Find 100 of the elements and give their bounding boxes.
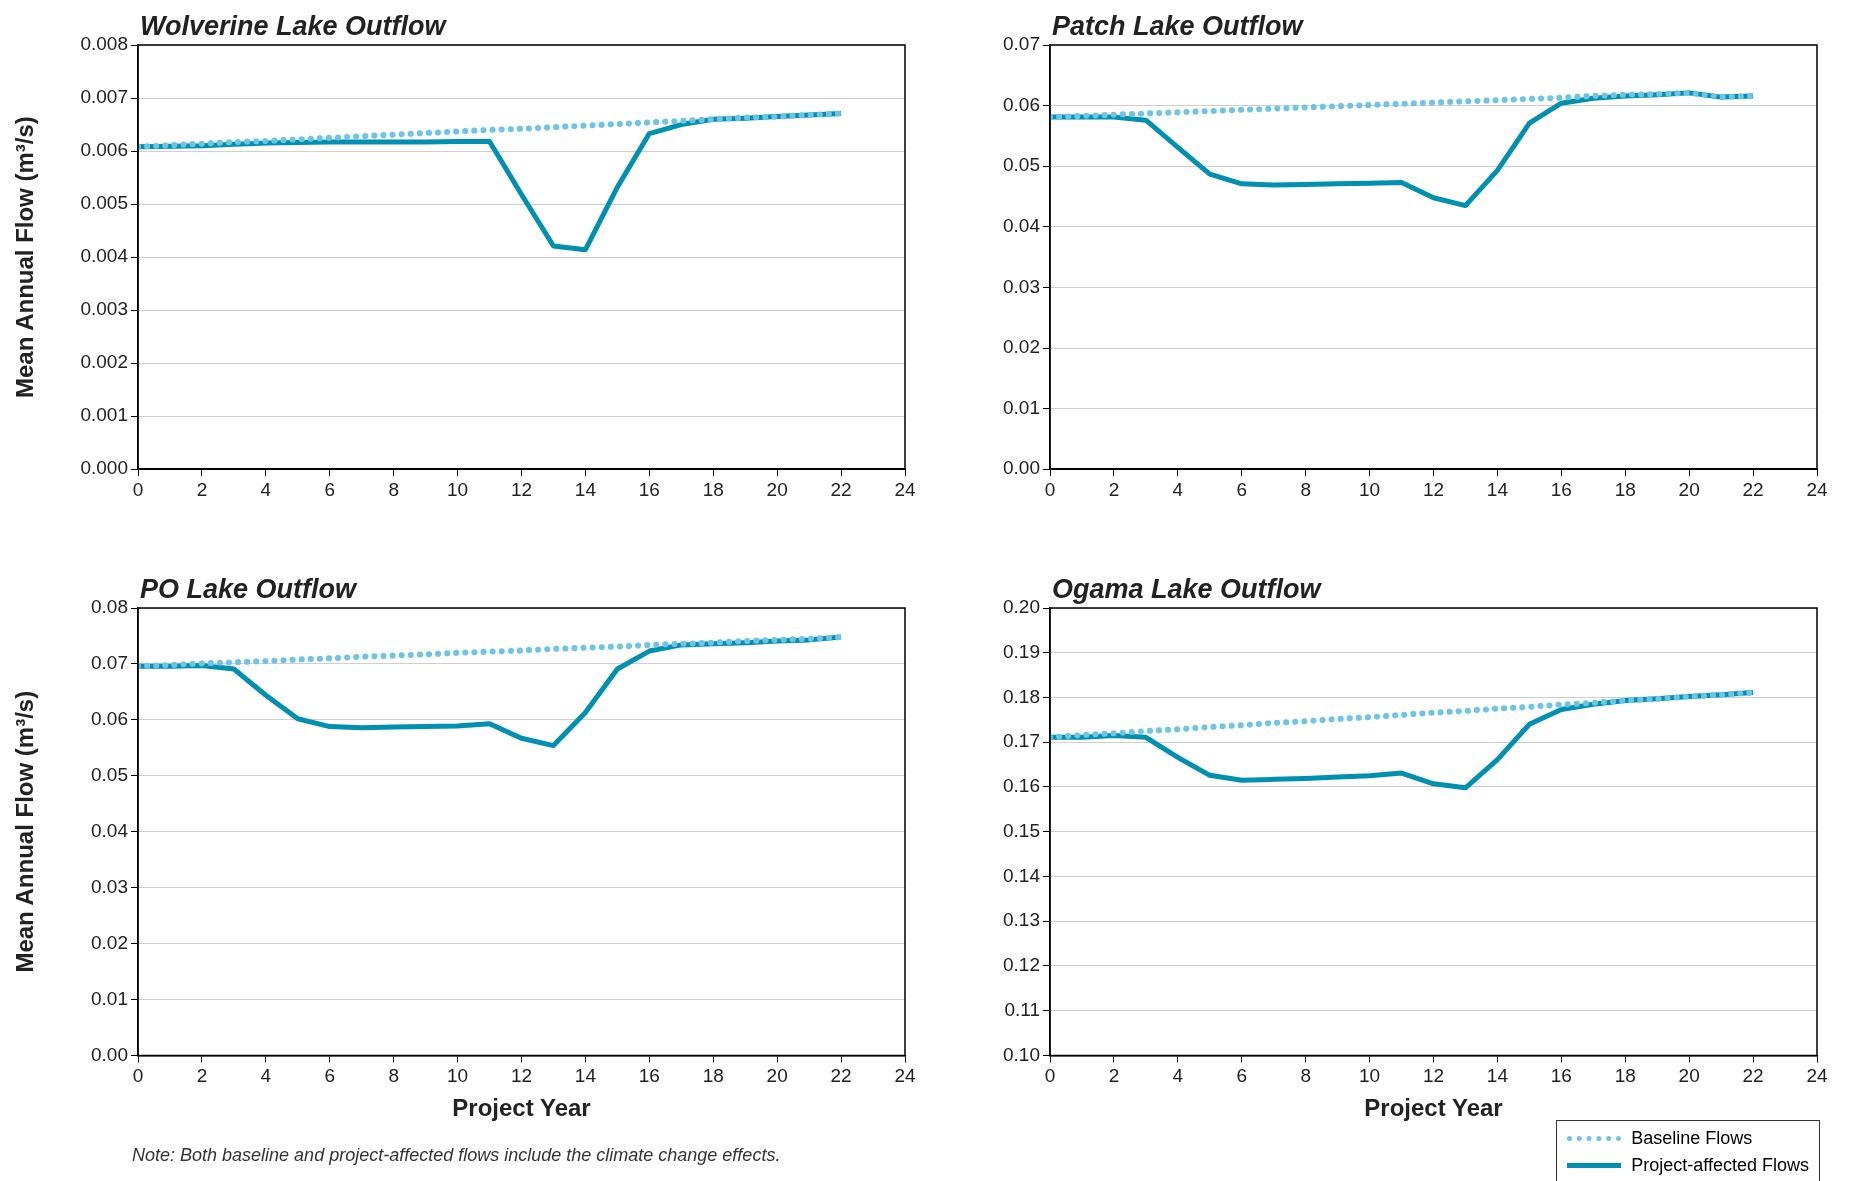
y-tick-label: 0.002 bbox=[80, 351, 128, 373]
y-tick-label: 0.03 bbox=[1003, 275, 1040, 297]
x-tick-label: 22 bbox=[830, 478, 852, 500]
y-tick-label: 0.00 bbox=[1003, 457, 1040, 479]
x-tick-label: 14 bbox=[574, 1065, 597, 1087]
x-tick-label: 2 bbox=[196, 1065, 208, 1087]
y-tick-label: 0.05 bbox=[1003, 154, 1040, 176]
x-tick-label: 22 bbox=[1742, 1065, 1764, 1087]
y-tick-label: 0.08 bbox=[91, 596, 128, 618]
x-tick-label: 4 bbox=[260, 478, 272, 500]
x-tick-label: 22 bbox=[830, 1065, 852, 1087]
y-tick-label: 0.12 bbox=[1003, 954, 1040, 976]
y-tick-label: 0.02 bbox=[1003, 336, 1040, 358]
y-tick-label: 0.11 bbox=[1004, 998, 1040, 1020]
x-tick-label: 6 bbox=[324, 1065, 336, 1087]
x-tick-label: 16 bbox=[1550, 1065, 1572, 1087]
x-tick-label: 14 bbox=[574, 478, 597, 500]
y-tick-label: 0.007 bbox=[80, 86, 128, 108]
y-tick-label: 0.00 bbox=[91, 1043, 128, 1065]
x-tick-label: 8 bbox=[388, 1065, 399, 1087]
x-tick-label: 0 bbox=[132, 1065, 144, 1087]
x-tick-label: 6 bbox=[324, 478, 336, 500]
y-tick-label: 0.005 bbox=[80, 192, 128, 214]
y-tick-label: 0.19 bbox=[1003, 640, 1040, 662]
x-tick-label: 0 bbox=[1044, 1065, 1056, 1087]
y-axis-title: Mean Annual Flow (m³/s) bbox=[11, 116, 39, 398]
x-tick-label: 6 bbox=[1236, 478, 1248, 500]
y-tick-label: 0.001 bbox=[80, 404, 128, 426]
text: Note: Both baseline and project-affected flows include the climate change effects. bbox=[132, 1145, 781, 1166]
x-tick-label: 12 bbox=[1422, 1065, 1445, 1087]
x-tick-label: 10 bbox=[447, 478, 469, 500]
y-tick-label: 0.02 bbox=[91, 931, 128, 953]
x-tick-label: 4 bbox=[1172, 478, 1184, 500]
x-tick-label: 12 bbox=[510, 478, 533, 500]
x-tick-label: 20 bbox=[1678, 1065, 1700, 1087]
x-tick-label: 14 bbox=[1486, 1065, 1509, 1087]
y-tick-label: 0.01 bbox=[1003, 396, 1040, 418]
x-tick-label: 6 bbox=[1236, 1065, 1248, 1087]
x-tick-label: 8 bbox=[388, 478, 399, 500]
y-tick-label: 0.13 bbox=[1003, 909, 1040, 931]
y-tick-label: 0.008 bbox=[80, 33, 128, 55]
x-tick-label: 8 bbox=[1300, 1065, 1311, 1087]
x-tick-label: 18 bbox=[1614, 1065, 1636, 1087]
x-tick-label: 20 bbox=[766, 478, 788, 500]
y-tick-label: 0.07 bbox=[1003, 33, 1040, 55]
y-axis-title: Mean Annual Flow (m³/s) bbox=[11, 690, 39, 973]
legend-label: Project-affected Flows bbox=[1631, 1155, 1809, 1176]
y-tick-label: 0.15 bbox=[1003, 819, 1040, 841]
y-tick-label: 0.06 bbox=[1003, 93, 1040, 115]
y-tick-label: 0.01 bbox=[91, 987, 128, 1009]
x-tick-label: 8 bbox=[1300, 478, 1311, 500]
chart-title: Ogama Lake Outflow bbox=[1052, 573, 1323, 604]
chart-title: Wolverine Lake Outflow bbox=[140, 10, 448, 41]
y-tick-label: 0.20 bbox=[1003, 596, 1040, 618]
x-tick-label: 16 bbox=[638, 478, 660, 500]
x-tick-label: 10 bbox=[447, 1065, 469, 1087]
y-tick-label: 0.03 bbox=[91, 875, 128, 897]
x-tick-label: 16 bbox=[1550, 478, 1572, 500]
y-tick-label: 0.14 bbox=[1003, 864, 1041, 886]
chart-title: Patch Lake Outflow bbox=[1052, 10, 1305, 41]
x-tick-label: 10 bbox=[1359, 478, 1381, 500]
x-tick-label: 24 bbox=[1806, 478, 1828, 500]
y-tick-label: 0.07 bbox=[91, 652, 128, 674]
y-tick-label: 0.000 bbox=[80, 457, 128, 479]
x-tick-label: 20 bbox=[766, 1065, 788, 1087]
x-tick-label: 2 bbox=[196, 478, 208, 500]
x-tick-label: 18 bbox=[702, 478, 724, 500]
x-tick-label: 0 bbox=[132, 478, 144, 500]
y-tick-label: 0.04 bbox=[91, 819, 129, 841]
y-tick-label: 0.04 bbox=[1003, 215, 1041, 237]
x-tick-label: 10 bbox=[1359, 1065, 1381, 1087]
y-tick-label: 0.16 bbox=[1003, 775, 1040, 797]
chart-title: PO Lake Outflow bbox=[140, 573, 359, 604]
x-tick-label: 2 bbox=[1108, 1065, 1120, 1087]
y-tick-label: 0.004 bbox=[80, 245, 129, 267]
x-tick-label: 18 bbox=[702, 1065, 724, 1087]
legend-label: Baseline Flows bbox=[1631, 1128, 1753, 1149]
x-tick-label: 12 bbox=[510, 1065, 533, 1087]
y-tick-label: 0.05 bbox=[91, 764, 128, 786]
y-tick-label: 0.17 bbox=[1003, 730, 1040, 752]
x-tick-label: 12 bbox=[1422, 478, 1445, 500]
x-tick-label: 24 bbox=[1806, 1065, 1828, 1087]
x-tick-label: 20 bbox=[1678, 478, 1700, 500]
x-tick-label: 22 bbox=[1742, 478, 1764, 500]
y-tick-label: 0.003 bbox=[80, 298, 128, 320]
x-axis-title: Project Year bbox=[1364, 1094, 1503, 1122]
x-tick-label: 0 bbox=[1044, 478, 1056, 500]
x-tick-label: 24 bbox=[894, 1065, 916, 1087]
x-tick-label: 18 bbox=[1614, 478, 1636, 500]
x-tick-label: 4 bbox=[1172, 1065, 1184, 1087]
x-axis-title: Project Year bbox=[452, 1094, 591, 1122]
y-tick-label: 0.06 bbox=[91, 708, 128, 730]
x-tick-label: 4 bbox=[260, 1065, 272, 1087]
y-tick-label: 0.006 bbox=[80, 139, 128, 161]
x-tick-label: 24 bbox=[894, 478, 916, 500]
y-tick-label: 0.18 bbox=[1003, 685, 1040, 707]
x-tick-label: 2 bbox=[1108, 478, 1120, 500]
x-tick-label: 16 bbox=[638, 1065, 660, 1087]
y-tick-label: 0.10 bbox=[1003, 1043, 1040, 1065]
x-tick-label: 14 bbox=[1486, 478, 1509, 500]
